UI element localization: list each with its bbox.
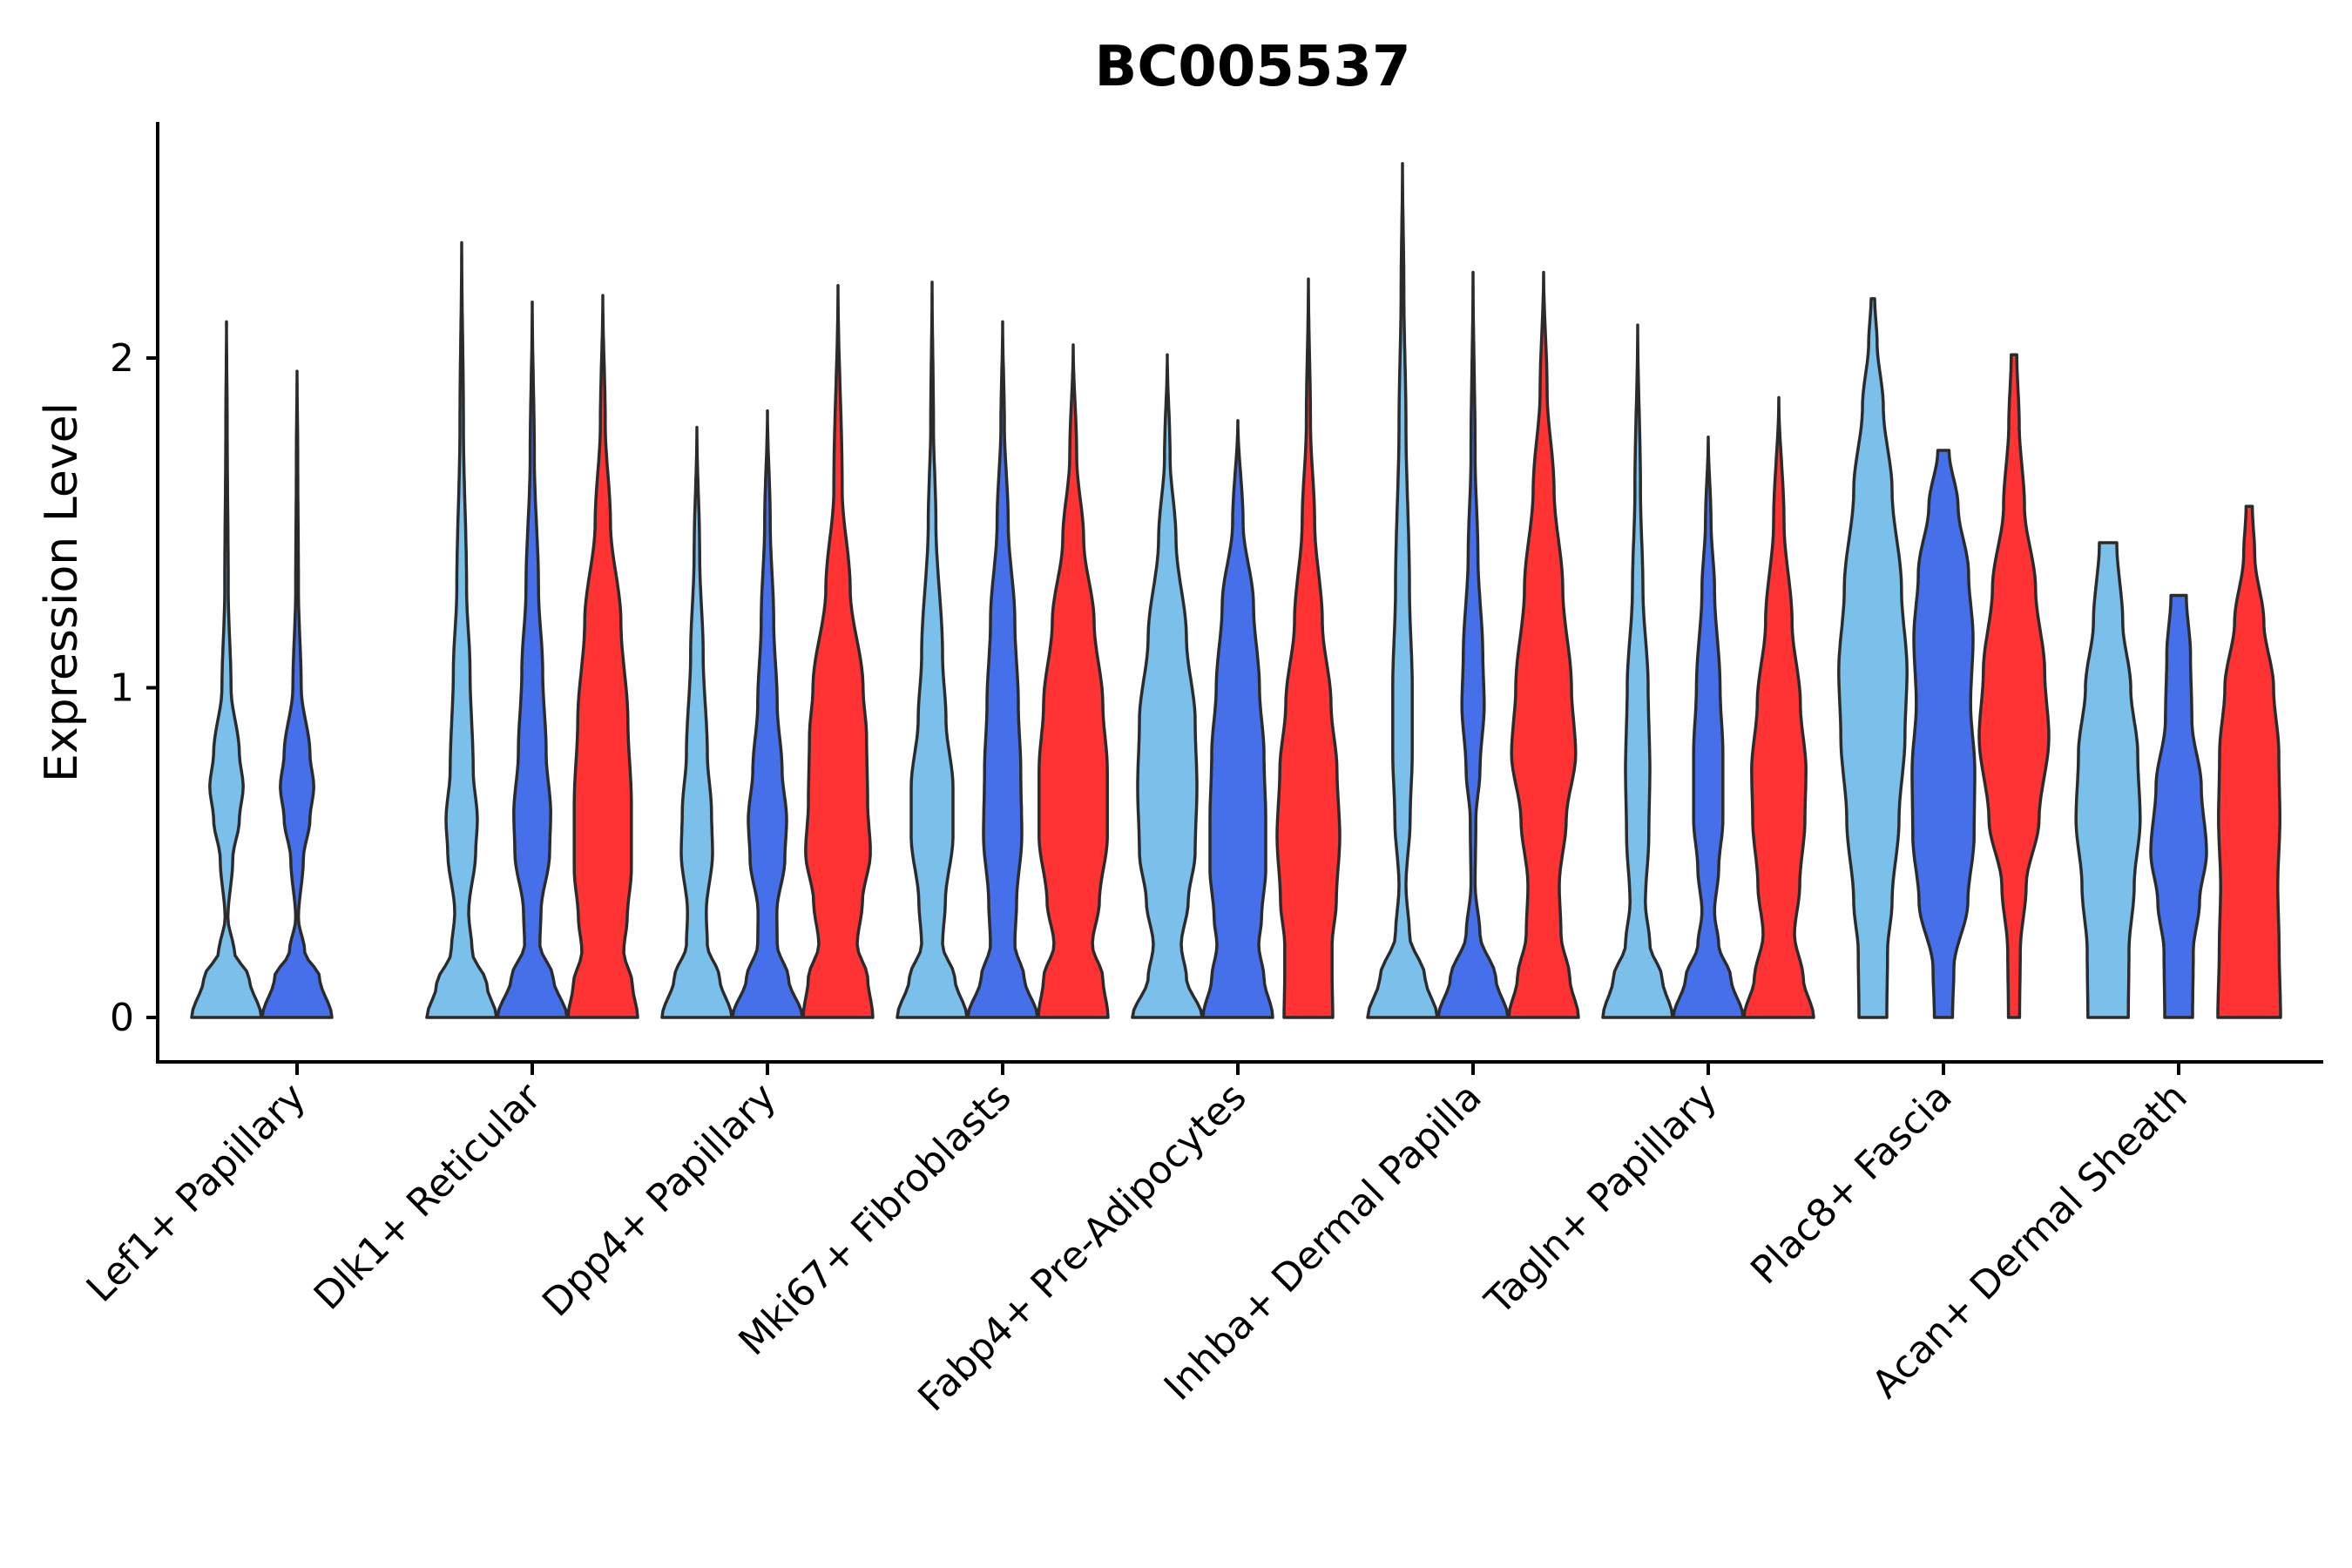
violin-shape — [190, 320, 263, 1019]
x-tick-label: Tagln+ Papillary — [1477, 1075, 1726, 1324]
violin-shape — [1672, 436, 1745, 1019]
violin-shape — [1201, 419, 1274, 1019]
violin-shape — [566, 294, 639, 1019]
x-tick-label: Lef1+ Papillary — [78, 1075, 314, 1311]
chart-title: BC005537 — [1095, 35, 1411, 99]
violin-shape — [1910, 449, 1977, 1019]
violin-shape — [260, 369, 334, 1019]
violin-shape — [1977, 353, 2051, 1019]
x-tick-label: Dpp4+ Papillary — [534, 1075, 785, 1326]
violin-shape — [2216, 504, 2282, 1019]
x-tick-label: Plac8+ Fascia — [1742, 1075, 1961, 1294]
violin-shape — [425, 240, 498, 1019]
violin-shape — [896, 280, 969, 1019]
violin-shape — [1366, 161, 1439, 1019]
violin-shape — [1037, 343, 1110, 1019]
violin-shape — [1837, 297, 1909, 1019]
violin-shape — [966, 320, 1039, 1019]
violin-shape — [1436, 270, 1510, 1019]
x-tick-label: Dlk1+ Reticular — [306, 1074, 551, 1319]
violin-shape — [496, 300, 569, 1019]
violin-shape — [731, 409, 804, 1019]
violin-shape — [1742, 395, 1815, 1019]
violin-shape — [1275, 277, 1342, 1019]
y-tick-label: 0 — [110, 996, 134, 1040]
violin-shape — [801, 283, 875, 1019]
y-tick-label: 2 — [110, 336, 134, 381]
y-ticks: 0 1 2 — [110, 336, 158, 1040]
violin-shape — [660, 425, 733, 1019]
violin-shape — [1131, 353, 1204, 1019]
violin-layer — [190, 161, 2282, 1019]
y-axis-label: Expression Level — [36, 402, 88, 782]
y-tick-label: 1 — [110, 666, 134, 711]
violin-shape — [2074, 541, 2142, 1019]
violin-shape — [1601, 323, 1674, 1019]
violin-shape — [2149, 593, 2208, 1019]
violin-shape — [1507, 270, 1580, 1019]
